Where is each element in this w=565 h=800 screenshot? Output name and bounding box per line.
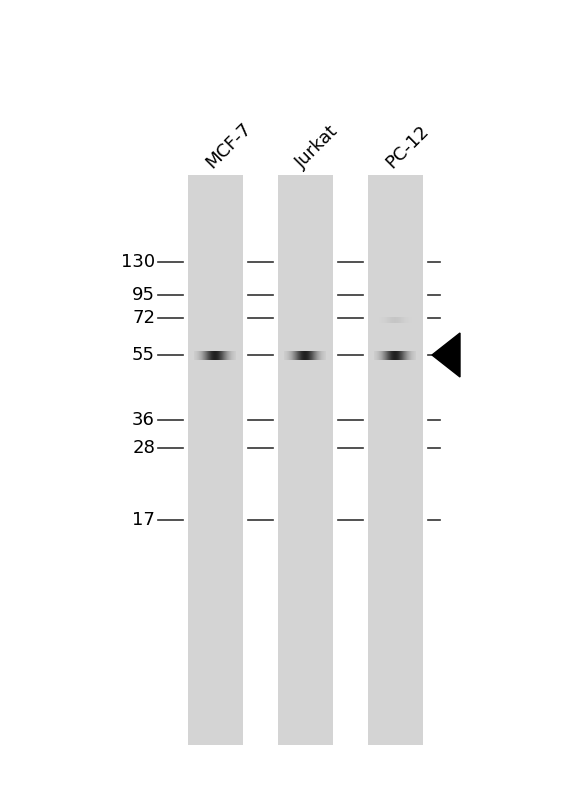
Text: Jurkat: Jurkat [292,122,342,172]
Text: 55: 55 [132,346,155,364]
Text: MCF-7: MCF-7 [202,119,255,172]
Text: PC-12: PC-12 [383,122,432,172]
Bar [367,175,423,745]
Text: 72: 72 [132,309,155,327]
Text: 130: 130 [121,253,155,271]
Text: 36: 36 [132,411,155,429]
Text: 28: 28 [132,439,155,457]
Text: 17: 17 [132,511,155,529]
Text: 95: 95 [132,286,155,304]
Bar [277,175,332,745]
Polygon shape [432,333,460,377]
Bar [188,175,242,745]
